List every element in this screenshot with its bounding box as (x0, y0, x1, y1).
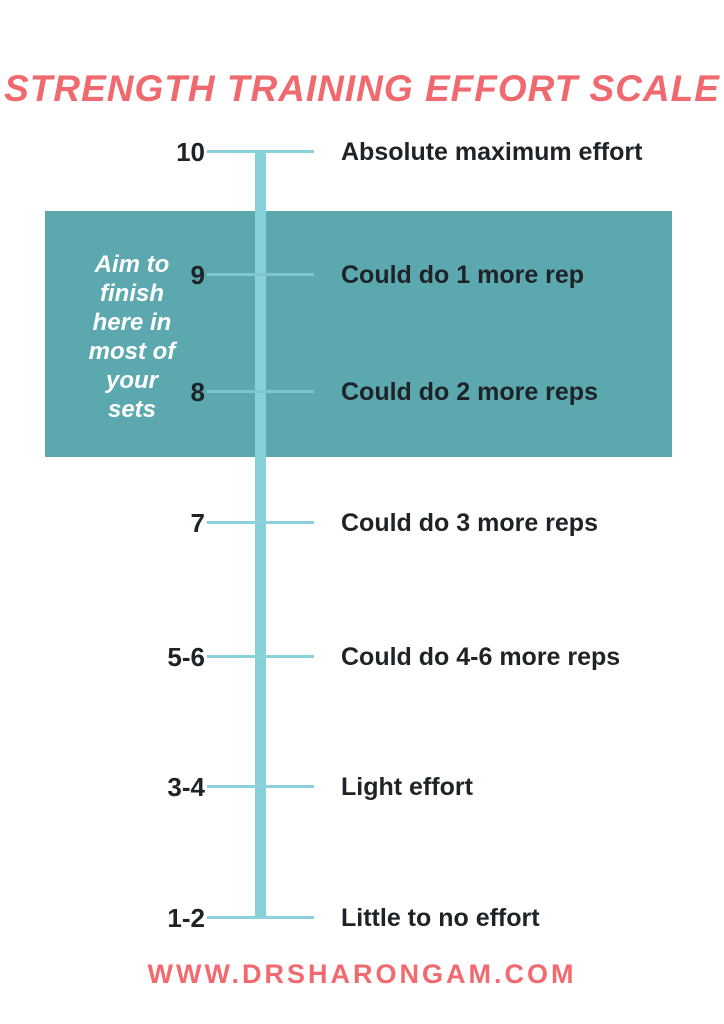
tick-mark (207, 655, 314, 658)
scale-label: Absolute maximum effort (341, 138, 643, 166)
scale-row-7: 7 Could do 3 more reps (0, 501, 724, 545)
tick-mark (207, 390, 314, 393)
scale-row-10: 10 Absolute maximum effort (0, 130, 724, 174)
vertical-scale-line (255, 151, 266, 919)
tick-mark (207, 273, 314, 276)
scale-row-9: 9 Could do 1 more rep (0, 253, 724, 297)
note-line: Aim to (94, 251, 170, 278)
target-zone-note: Aim to finish here in most of your sets (48, 250, 216, 424)
note-line: sets (107, 396, 157, 423)
tick-mark (207, 785, 314, 788)
scale-value: 10 (176, 137, 205, 167)
note-line: here in (92, 309, 172, 336)
scale-value: 7 (190, 508, 205, 538)
note-line: your (105, 367, 158, 394)
scale-label: Could do 3 more reps (341, 509, 598, 537)
scale-value: 9 (190, 260, 205, 290)
tick-mark (207, 150, 314, 153)
scale-label: Could do 4-6 more reps (341, 643, 621, 671)
scale-label: Light effort (341, 773, 473, 801)
scale-label: Could do 2 more reps (341, 378, 598, 406)
scale-value: 5-6 (167, 642, 205, 672)
target-zone-highlight-box (45, 211, 672, 457)
scale-label: Little to no effort (341, 904, 540, 932)
note-line: finish (100, 280, 164, 307)
scale-row-1-2: 1-2 Little to no effort (0, 896, 724, 940)
page-title: STRENGTH TRAINING EFFORT SCALE (4, 68, 720, 109)
scale-row-3-4: 3-4 Light effort (0, 765, 724, 809)
scale-value: 3-4 (167, 772, 205, 802)
website-url: WWW.DRSHARONGAM.COM (147, 959, 577, 989)
scale-label: Could do 1 more rep (341, 261, 585, 289)
tick-mark (207, 521, 314, 524)
note-line: most of (88, 338, 176, 365)
scale-value: 8 (190, 377, 205, 407)
scale-row-8: 8 Could do 2 more reps (0, 370, 724, 414)
scale-value: 1-2 (167, 903, 205, 933)
scale-row-5-6: 5-6 Could do 4-6 more reps (0, 635, 724, 679)
tick-mark (207, 916, 314, 919)
